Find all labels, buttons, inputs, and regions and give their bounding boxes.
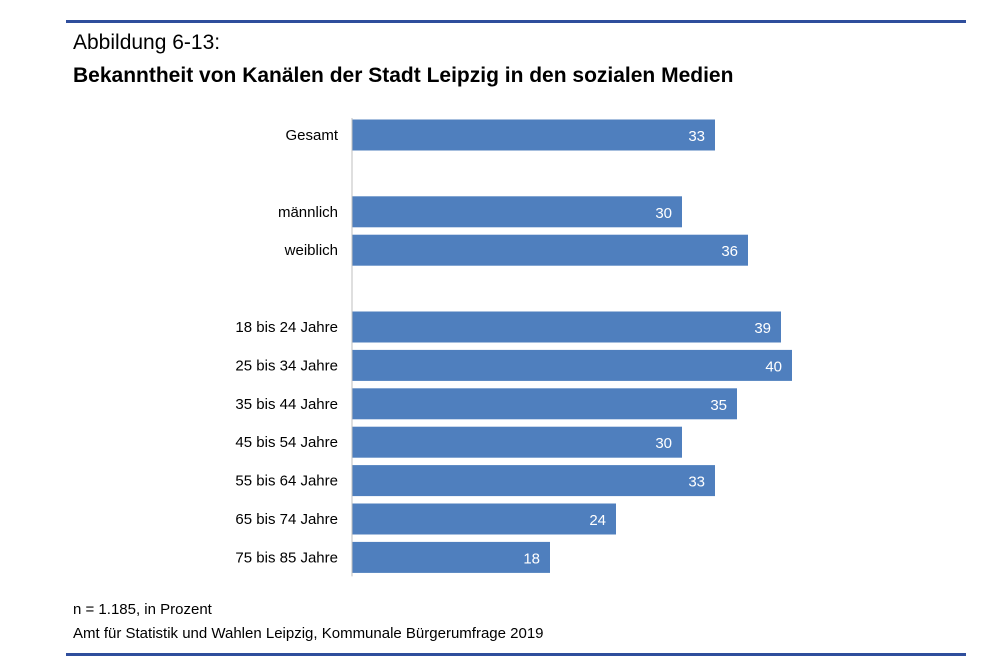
sample-note: n = 1.185, in Prozent (73, 601, 212, 618)
category-label: 75 bis 85 Jahre (235, 549, 338, 566)
data-label: 33 (688, 474, 705, 491)
category-label: weiblich (284, 242, 338, 259)
chart-title: Bekanntheit von Kanälen der Stadt Leipzi… (73, 64, 734, 87)
bar (352, 541, 550, 573)
category-label: 65 bis 74 Jahre (235, 511, 338, 528)
bar (352, 119, 715, 151)
data-label: 36 (721, 243, 738, 260)
data-label: 33 (688, 128, 705, 145)
bar (352, 196, 682, 228)
category-label: 25 bis 34 Jahre (235, 357, 338, 374)
data-label: 40 (765, 358, 782, 375)
data-label: 35 (710, 397, 727, 414)
top-rule (66, 20, 966, 23)
source-note: Amt für Statistik und Wahlen Leipzig, Ko… (73, 625, 544, 642)
category-label: 35 bis 44 Jahre (235, 396, 338, 413)
bar (352, 234, 748, 266)
category-label: männlich (278, 204, 338, 221)
category-label: 45 bis 54 Jahre (235, 434, 338, 451)
data-label: 30 (655, 205, 672, 222)
data-label: 24 (589, 512, 606, 529)
category-label: 18 bis 24 Jahre (235, 319, 338, 336)
bottom-rule (66, 653, 966, 656)
data-label: 39 (754, 320, 771, 337)
category-label: Gesamt (285, 127, 338, 144)
bar (352, 465, 715, 497)
data-label: 30 (655, 435, 672, 452)
bar (352, 388, 737, 420)
bar (352, 426, 682, 458)
data-label: 18 (523, 550, 540, 567)
category-label: 55 bis 64 Jahre (235, 473, 338, 490)
figure-label: Abbildung 6-13: (73, 31, 221, 54)
bar (352, 349, 792, 381)
bar (352, 311, 781, 343)
bar (352, 503, 616, 535)
